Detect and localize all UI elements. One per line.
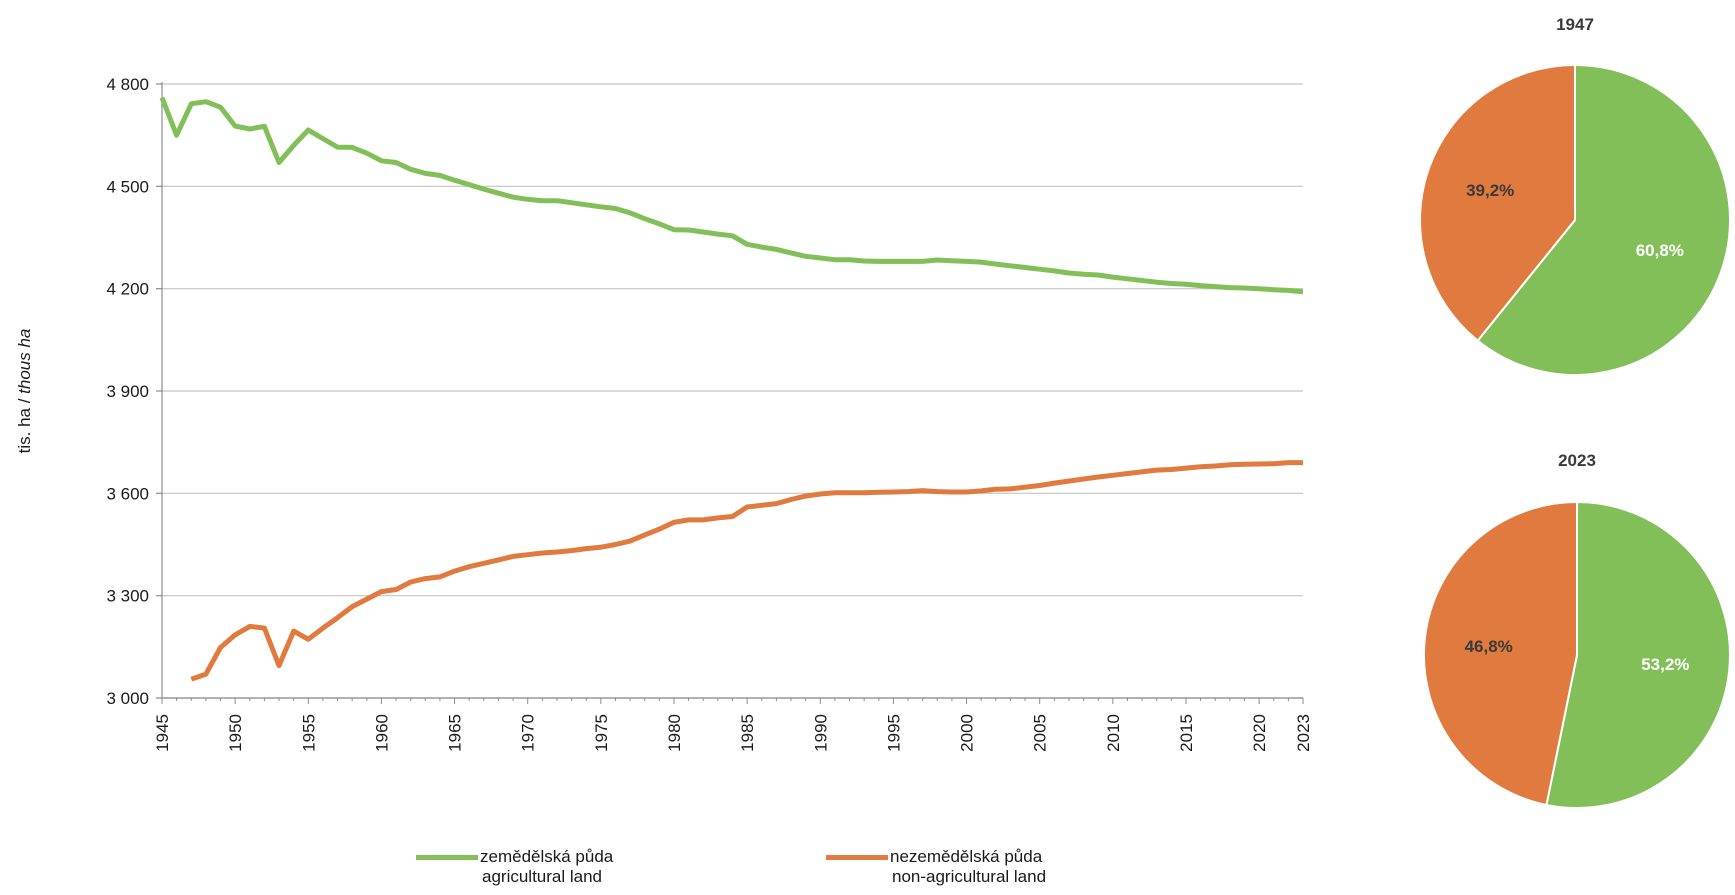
pie-slice-agricultural <box>1476 63 1731 376</box>
pie-chart-2023: 2023 53,2% 46,8% <box>1423 451 1731 809</box>
x-tick-label: 1970 <box>519 714 538 752</box>
legend-label-agricultural-cs: zemědělská půda <box>480 847 614 866</box>
y-tick-label: 4 800 <box>106 75 149 94</box>
x-tick-label: 1990 <box>811 714 830 752</box>
legend-item-non-agricultural: nezemědělská půda non-agricultural land <box>826 847 1046 887</box>
legend-swatch-agricultural <box>416 855 478 860</box>
x-tick-label: 1985 <box>738 714 757 752</box>
y-tick-label: 3 000 <box>106 689 149 708</box>
pie-title: 1947 <box>1556 15 1594 34</box>
series-line-non-agricultural <box>190 460 1303 682</box>
x-tick-label: 1960 <box>372 714 391 752</box>
x-tick-label: 1945 <box>153 714 172 752</box>
y-tick-label: 4 500 <box>106 177 149 196</box>
x-tick-label: 2015 <box>1177 714 1196 752</box>
x-tick-label: 1965 <box>446 714 465 752</box>
pie-label-non-agricultural: 46,8% <box>1465 637 1513 656</box>
series-line-agricultural <box>159 96 1304 295</box>
y-tick-label: 3 600 <box>106 484 149 503</box>
pie-slice-non-agricultural <box>1423 500 1578 807</box>
x-tick-label: 1980 <box>665 714 684 752</box>
pie-label-agricultural: 53,2% <box>1641 655 1689 674</box>
pie-slice-agricultural <box>1545 500 1731 809</box>
legend-label-non-agricultural-cs: nezemědělská půda <box>890 847 1043 866</box>
legend-item-agricultural: zemědělská půda agricultural land <box>416 847 613 887</box>
y-axis-label-en: thous ha <box>15 329 34 394</box>
x-tick-label: 2023 <box>1294 714 1313 752</box>
x-tick-label: 2010 <box>1104 714 1123 752</box>
x-tick-label: 1975 <box>592 714 611 752</box>
legend-label-agricultural-en: agricultural land <box>482 867 603 886</box>
x-tick-label: 1955 <box>299 714 318 752</box>
legend-label-non-agricultural-en: non-agricultural land <box>892 867 1047 886</box>
line-chart: 3 000 3 300 3 600 3 900 4 200 4 500 4 800 1945 1… <box>15 75 1313 752</box>
y-tick-label: 3 900 <box>106 382 149 401</box>
pie-chart-1947: 1947 60,8% 39,2% <box>1419 15 1731 376</box>
pie-slice-non-agricultural <box>1419 63 1576 343</box>
x-tick-label: 2005 <box>1031 714 1050 752</box>
x-tick-label: 2000 <box>958 714 977 752</box>
pie-label-agricultural: 60,8% <box>1636 241 1684 260</box>
y-axis-label-cs: tis. ha / <box>15 394 34 454</box>
pie-title: 2023 <box>1558 451 1596 470</box>
pie-label-non-agricultural: 39,2% <box>1466 181 1514 200</box>
x-tick-label: 1950 <box>226 714 245 752</box>
y-tick-label: 3 300 <box>106 587 149 606</box>
x-tick-label: 1995 <box>884 714 903 752</box>
y-tick-label: 4 200 <box>106 280 149 299</box>
legend-swatch-non-agricultural <box>826 855 888 860</box>
y-axis-label: tis. ha / thous ha <box>15 329 34 454</box>
x-tick-label: 2020 <box>1250 714 1269 752</box>
